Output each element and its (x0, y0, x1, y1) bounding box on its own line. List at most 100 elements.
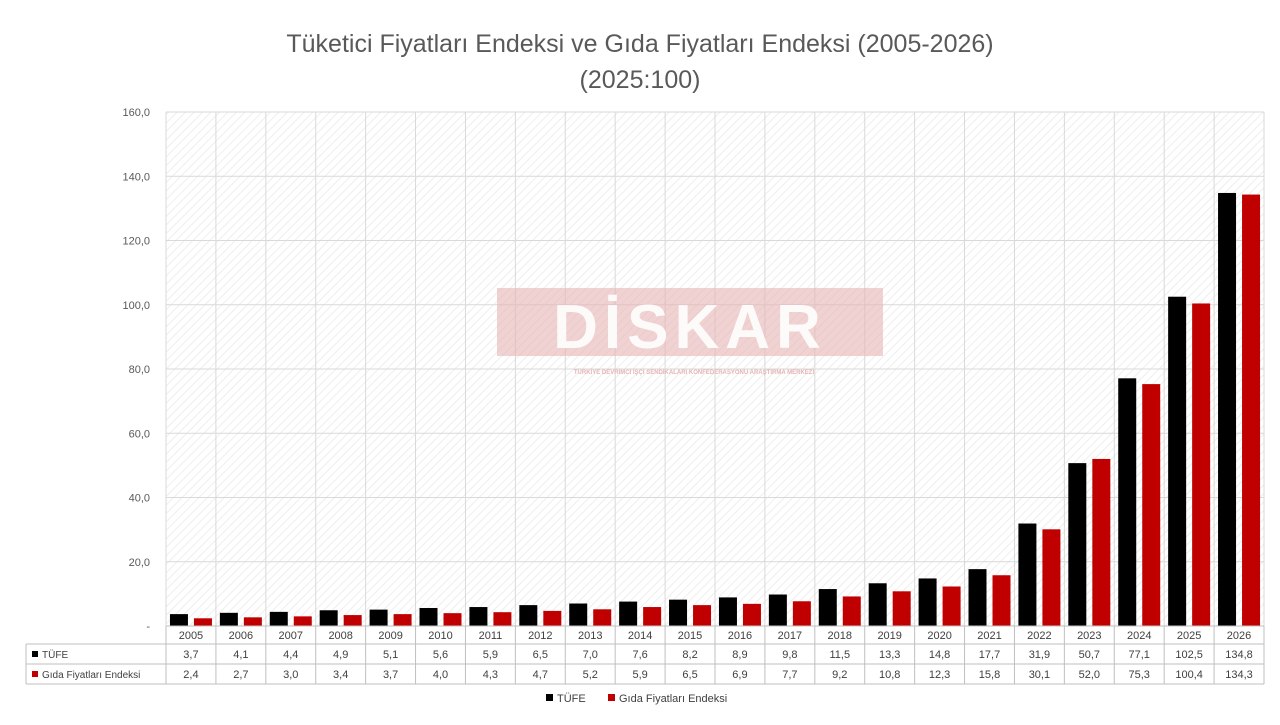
bar-gida (243, 617, 262, 626)
bar-tufe (868, 583, 887, 626)
x-tick-label: 2023 (1077, 630, 1101, 642)
data-label-tufe: 6,5 (533, 649, 548, 661)
x-tick-label: 2006 (229, 630, 253, 642)
bar-tufe (519, 605, 538, 626)
bar-gida (992, 575, 1011, 626)
table-legend-key (32, 671, 38, 677)
data-label-tufe: 4,9 (333, 649, 348, 661)
data-label-gida: 4,7 (533, 669, 548, 681)
bar-gida (343, 615, 362, 626)
data-label-tufe: 134,8 (1225, 649, 1253, 661)
x-tick-label: 2015 (678, 630, 702, 642)
table-legend-key (32, 651, 38, 657)
data-label-tufe: 31,9 (1029, 649, 1050, 661)
bar-tufe (319, 610, 338, 626)
data-label-gida: 3,4 (333, 669, 348, 681)
chart-title: Tüketici Fiyatları Endeksi ve Gıda Fiyat… (286, 30, 993, 58)
bar-gida (742, 603, 761, 626)
watermark-logo-text: DİSKAR (553, 293, 827, 362)
x-tick-label: 2019 (877, 630, 901, 642)
data-label-gida: 52,0 (1079, 669, 1100, 681)
x-tick-label: 2025 (1177, 630, 1201, 642)
data-label-gida: 3,0 (283, 669, 298, 681)
bar-gida (892, 591, 911, 626)
data-label-tufe: 9,8 (782, 649, 797, 661)
bar-gida (293, 616, 312, 626)
data-label-tufe: 7,0 (583, 649, 598, 661)
bar-tufe (918, 578, 937, 626)
data-label-tufe: 8,9 (732, 649, 747, 661)
data-label-tufe: 5,9 (483, 649, 498, 661)
x-tick-label: 2014 (628, 630, 652, 642)
chart-subtitle: (2025:100) (580, 66, 701, 94)
legend-label: TÜFE (557, 693, 586, 705)
y-tick-label: 60,0 (129, 428, 150, 440)
table-row-label: Gıda Fiyatları Endeksi (42, 670, 140, 681)
data-label-gida: 5,2 (583, 669, 598, 681)
bar-tufe (619, 601, 638, 626)
y-tick-label: 80,0 (129, 364, 150, 376)
data-label-tufe: 102,5 (1175, 649, 1203, 661)
x-tick-label: 2020 (927, 630, 951, 642)
data-label-gida: 7,7 (782, 669, 797, 681)
bar-gida (1092, 458, 1111, 626)
data-label-tufe: 14,8 (929, 649, 950, 661)
x-tick-label: 2017 (778, 630, 802, 642)
legend-label: Gıda Fiyatları Endeksi (619, 693, 727, 705)
data-label-gida: 100,4 (1175, 669, 1203, 681)
data-label-gida: 15,8 (979, 669, 1000, 681)
data-label-tufe: 5,1 (383, 649, 398, 661)
bar-tufe (818, 589, 837, 626)
x-tick-label: 2021 (977, 630, 1001, 642)
data-label-tufe: 4,1 (233, 649, 248, 661)
x-tick-label: 2005 (179, 630, 203, 642)
data-label-tufe: 4,4 (283, 649, 298, 661)
x-tick-label: 2022 (1027, 630, 1051, 642)
bar-tufe (1218, 192, 1237, 626)
bar-gida (1142, 384, 1161, 626)
legend-swatch (546, 694, 553, 701)
data-label-gida: 2,4 (183, 669, 198, 681)
bar-tufe (1068, 463, 1087, 626)
bar-gida (643, 607, 662, 626)
data-label-gida: 2,7 (233, 669, 248, 681)
bar-tufe (768, 594, 787, 626)
x-tick-label: 2016 (728, 630, 752, 642)
data-label-gida: 4,0 (433, 669, 448, 681)
x-tick-label: 2011 (479, 630, 503, 642)
y-tick-label: 20,0 (129, 557, 150, 569)
bar-tufe (1118, 378, 1137, 626)
watermark-logo-box (497, 288, 883, 356)
data-label-tufe: 7,6 (632, 649, 647, 661)
data-label-tufe: 50,7 (1079, 649, 1100, 661)
bar-gida (493, 612, 512, 626)
x-tick-label: 2018 (828, 630, 852, 642)
bar-gida (792, 601, 811, 626)
data-label-tufe: 13,3 (879, 649, 900, 661)
x-tick-label: 2009 (378, 630, 402, 642)
data-label-gida: 30,1 (1029, 669, 1050, 681)
legend-swatch (608, 694, 615, 701)
watermark-subtext: TÜRKİYE DEVRİMCİ İŞÇİ SENDİKALARI KONFED… (574, 369, 815, 376)
data-label-gida: 3,7 (383, 669, 398, 681)
data-label-tufe: 5,6 (433, 649, 448, 661)
data-label-gida: 12,3 (929, 669, 950, 681)
x-tick-label: 2013 (578, 630, 602, 642)
data-label-gida: 75,3 (1129, 669, 1150, 681)
y-tick-label: 140,0 (122, 171, 150, 183)
bar-tufe (968, 569, 987, 626)
bar-tufe (1018, 523, 1037, 626)
data-label-tufe: 77,1 (1129, 649, 1150, 661)
y-tick-label: 160,0 (122, 107, 150, 119)
bar-tufe (669, 599, 688, 626)
data-label-gida: 4,3 (483, 669, 498, 681)
data-label-tufe: 17,7 (979, 649, 1000, 661)
bar-gida (842, 596, 861, 626)
bar-tufe (219, 612, 238, 626)
bar-gida (543, 610, 562, 626)
bar-tufe (469, 607, 488, 626)
data-label-tufe: 8,2 (682, 649, 697, 661)
data-label-gida: 9,2 (832, 669, 847, 681)
bar-gida (693, 605, 712, 626)
